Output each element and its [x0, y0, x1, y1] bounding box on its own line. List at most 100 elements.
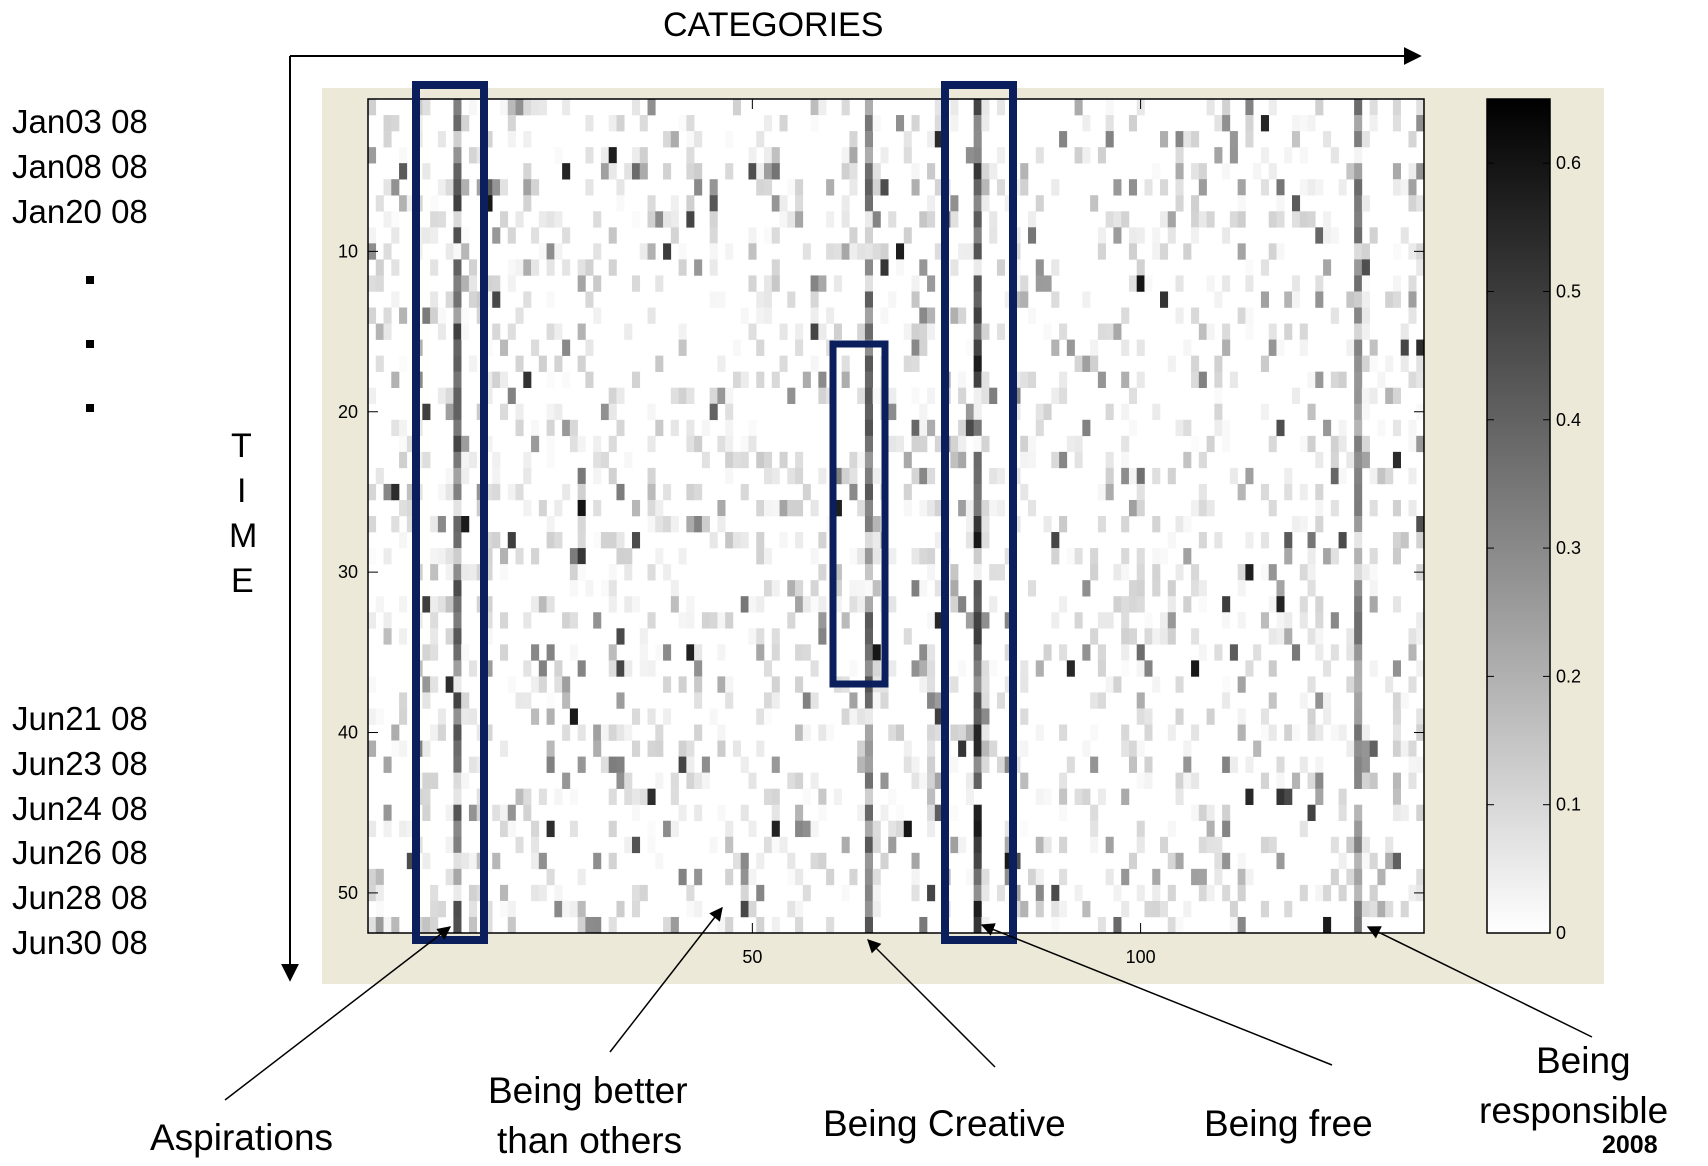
heatmap-cell [973, 435, 982, 453]
heatmap-cell [787, 772, 796, 789]
heatmap-cell [655, 275, 664, 292]
heatmap-cell [383, 483, 392, 501]
heatmap-cell [973, 371, 982, 388]
heatmap-cell [445, 804, 454, 822]
heatmap-cell [608, 403, 617, 421]
heatmap-cell [958, 596, 967, 613]
heatmap-cell [771, 692, 780, 709]
heatmap-cell [406, 820, 415, 838]
heatmap-cell [818, 99, 827, 116]
heatmap-cell [950, 307, 959, 324]
heatmap-cell [1167, 227, 1176, 244]
heatmap-cell [1361, 243, 1370, 260]
heatmap-cell [1020, 708, 1029, 725]
heatmap-cell [383, 307, 392, 324]
heatmap-cell [468, 147, 477, 164]
heatmap-cell [1346, 740, 1355, 757]
heatmap-cell [647, 820, 656, 838]
heatmap-cell [430, 596, 439, 613]
heatmap-cell [764, 467, 773, 485]
heatmap-cell [523, 612, 532, 629]
ellipsis-dot [86, 340, 94, 348]
heatmap-cell [701, 516, 710, 533]
heatmap-cell [927, 884, 936, 902]
heatmap-cell [507, 323, 516, 340]
heatmap-cell [647, 243, 656, 260]
heatmap-cell [911, 580, 920, 597]
heatmap-cell [445, 596, 454, 613]
heatmap-cell [585, 115, 594, 132]
heatmap-cell [1136, 548, 1145, 565]
heatmap-cell [927, 387, 936, 405]
heatmap-cell [950, 195, 959, 212]
heatmap-cell [1315, 99, 1324, 116]
heatmap-cell [1191, 435, 1200, 453]
heatmap-cell [981, 676, 990, 693]
heatmap-cell [1191, 580, 1200, 597]
heatmap-cell [585, 339, 594, 356]
heatmap-cell [802, 820, 811, 838]
heatmap-cell [569, 788, 578, 805]
heatmap-cell [981, 163, 990, 180]
date-label: Jun23 08 [12, 745, 148, 782]
heatmap-cell [600, 163, 609, 180]
heatmap-cell [795, 868, 804, 886]
heatmap-cell [1222, 852, 1231, 870]
heatmap-cell [1198, 371, 1207, 388]
heatmap-cell [569, 820, 578, 838]
heatmap-cell [375, 275, 384, 292]
heatmap-cell [1206, 708, 1215, 725]
heatmap-cell [989, 660, 998, 677]
heatmap-cell [1035, 724, 1044, 741]
heatmap-cell [1354, 323, 1363, 340]
heatmap-cell [795, 772, 804, 789]
heatmap-cell [896, 804, 905, 822]
heatmap-cell [546, 243, 555, 260]
heatmap-cell [616, 387, 625, 405]
heatmap-cell [515, 211, 524, 228]
heatmap-cell [1191, 211, 1200, 228]
heatmap-cell [919, 323, 928, 340]
heatmap-cell [965, 772, 974, 789]
heatmap-cell [1214, 836, 1223, 854]
heatmap-cell [577, 900, 586, 918]
heatmap-cell [1315, 516, 1324, 533]
heatmap-cell [709, 227, 718, 244]
heatmap-cell [569, 612, 578, 629]
heatmap-cell [965, 724, 974, 741]
heatmap-cell [1004, 756, 1013, 773]
heatmap-cell [1222, 227, 1231, 244]
heatmap-cell [911, 163, 920, 180]
heatmap-cell [484, 195, 493, 212]
heatmap-cell [1408, 628, 1417, 645]
heatmap-cell [1276, 772, 1285, 789]
heatmap-cell [717, 355, 726, 372]
heatmap-cell [1059, 724, 1068, 741]
heatmap-cell [717, 612, 726, 629]
heatmap-cell [1268, 564, 1277, 581]
heatmap-cell [430, 307, 439, 324]
heatmap-cell [771, 804, 780, 822]
heatmap-cell [771, 259, 780, 276]
heatmap-cell [484, 564, 493, 581]
heatmap-cell [546, 403, 555, 421]
heatmap-cell [670, 211, 679, 228]
heatmap-cell [1128, 387, 1137, 405]
heatmap-cell [430, 900, 439, 918]
heatmap-cell [461, 451, 470, 469]
heatmap-cell [593, 435, 602, 453]
heatmap-cell [1408, 676, 1417, 693]
heatmap-cell [1206, 499, 1215, 517]
heatmap-cell [461, 435, 470, 453]
heatmap-cell [973, 628, 982, 645]
heatmap-cell [864, 868, 873, 886]
heatmap-cell [1315, 644, 1324, 661]
heatmap-cell [795, 900, 804, 918]
heatmap-cell [725, 163, 734, 180]
heatmap-cell [694, 516, 703, 533]
heatmap-cell [810, 99, 819, 116]
heatmap-cell [888, 435, 897, 453]
heatmap-cell [1097, 612, 1106, 629]
heatmap-cell [461, 692, 470, 709]
heatmap-cell [399, 708, 408, 725]
